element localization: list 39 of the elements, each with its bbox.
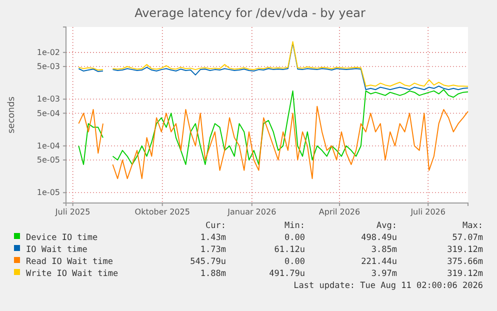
x-tick-label: Januar 2026 xyxy=(226,208,276,217)
text: 57.07m xyxy=(452,233,483,243)
y-tick-label: 5e-04 xyxy=(36,108,60,118)
legend-label: Write IO Wait time xyxy=(26,269,118,279)
text: Avg: xyxy=(376,221,397,231)
chart-title: Average latency for /dev/vda - by year xyxy=(134,6,366,20)
x-tick-label: Juli 2026 xyxy=(410,208,446,217)
x-tick-label: Juli 2025 xyxy=(54,208,90,217)
y-tick-label: 5e-03 xyxy=(36,62,60,72)
text: 61.12u xyxy=(274,245,305,255)
y-tick-label: 5e-05 xyxy=(36,156,60,165)
text: Cur: xyxy=(206,221,226,231)
text: 1.88m xyxy=(200,269,226,279)
text: 319.12m xyxy=(447,245,483,255)
text: 3.85m xyxy=(371,245,397,255)
text: 545.79u xyxy=(190,257,226,267)
text: Min: xyxy=(284,221,305,231)
text: 319.12m xyxy=(447,269,483,279)
text: 375.66m xyxy=(447,257,483,267)
y-tick-label: 1e-05 xyxy=(36,188,60,198)
text: 0.00 xyxy=(284,257,305,267)
legend-label: IO Wait time xyxy=(26,245,88,255)
text: Last update: Tue Aug 11 02:00:06 2026 xyxy=(294,281,483,291)
y-tick-label: 1e-02 xyxy=(36,48,60,57)
y-tick-label: 1e-04 xyxy=(36,141,60,150)
text: 0.00 xyxy=(284,233,305,243)
text: 1.73m xyxy=(200,245,226,255)
x-tick-label: April 2026 xyxy=(318,208,360,217)
y-tick-label: 1e-03 xyxy=(36,94,60,104)
text: Max: xyxy=(462,221,483,231)
text: 221.44u xyxy=(361,257,397,267)
text: 1.43m xyxy=(200,233,226,243)
legend-label: Read IO Wait time xyxy=(26,257,113,267)
text: 498.49u xyxy=(361,233,397,243)
text: 491.79u xyxy=(269,269,305,279)
y-axis-title: seconds xyxy=(7,96,17,134)
legend-label: Device IO time xyxy=(26,233,98,243)
text: 3.97m xyxy=(371,269,397,279)
x-tick-label: Oktober 2025 xyxy=(134,208,190,217)
